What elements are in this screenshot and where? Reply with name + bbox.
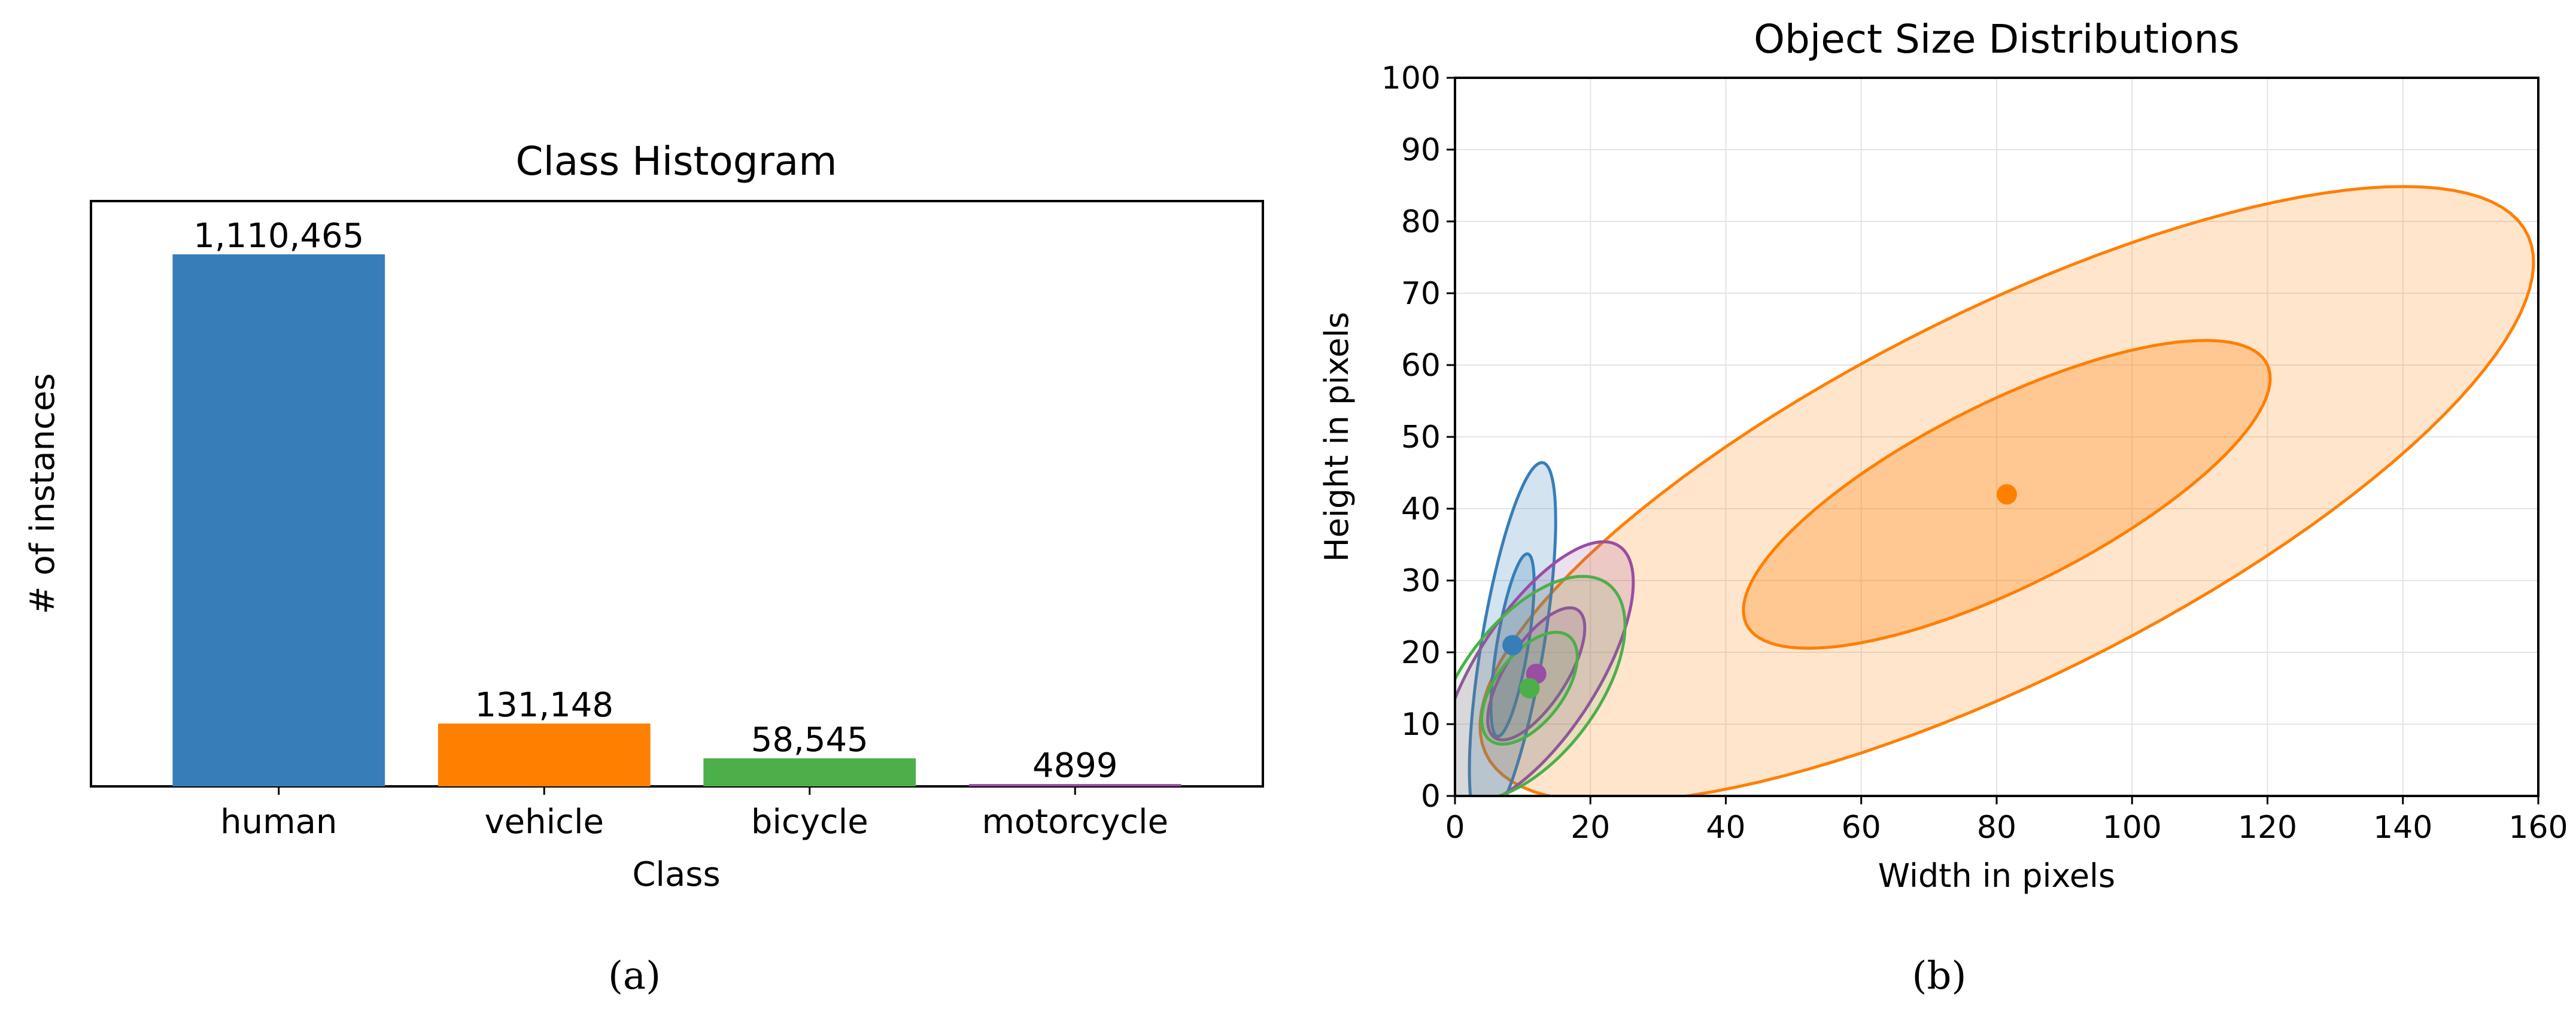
class-histogram-chart: Class Histogram 1,110,465 human 131,148 veh… — [23, 138, 1264, 894]
x-tick-label: 100 — [2103, 810, 2162, 846]
x-tick-label: 160 — [2508, 810, 2568, 846]
x-tick-label: 120 — [2238, 810, 2297, 846]
bar-motorcycle — [968, 784, 1181, 787]
y-tick-label: 40 — [1401, 491, 1441, 527]
histogram-xlabel: Class — [632, 855, 720, 894]
y-tick-label: 100 — [1381, 60, 1441, 96]
y-tick-label: 90 — [1401, 132, 1441, 168]
vehicle-mean-point — [1996, 484, 2017, 505]
bar-value-label: 4899 — [1032, 746, 1118, 785]
y-tick-label: 50 — [1401, 420, 1441, 455]
human-mean-point — [1502, 635, 1523, 655]
y-tick-label: 10 — [1401, 707, 1441, 743]
object-size-chart: Object Size Distributions 0 20 40 60 80 100 12… — [1318, 16, 2568, 895]
bar-value-label: 131,148 — [475, 686, 613, 725]
x-tick-label: 140 — [2373, 810, 2432, 846]
y-tick-label: 20 — [1401, 635, 1441, 671]
size-chart-xlabel: Width in pixels — [1878, 857, 2115, 895]
histogram-title: Class Histogram — [516, 138, 837, 184]
bar-bicycle — [703, 758, 916, 786]
y-tick-label: 70 — [1401, 276, 1441, 312]
histogram-ylabel: # of instances — [23, 373, 62, 615]
x-tick-label: human — [220, 803, 337, 841]
bar-human — [172, 254, 385, 786]
size-chart-ylabel: Height in pixels — [1318, 312, 1356, 562]
x-tick-label: 40 — [1706, 810, 1745, 846]
y-tick-label: 80 — [1401, 204, 1441, 240]
x-tick-label: 80 — [1977, 810, 2016, 846]
human-ellipse-2 — [1468, 461, 1557, 796]
x-tick-label: 60 — [1842, 810, 1881, 846]
bar-value-label: 1,110,465 — [193, 217, 364, 256]
bar-value-label: 58,545 — [751, 721, 868, 759]
bicycle-ellipse-2 — [1455, 575, 1627, 796]
y-tick-label: 60 — [1401, 348, 1441, 384]
x-tick-label: bicycle — [751, 803, 868, 841]
y-tick-label: 0 — [1421, 779, 1441, 815]
histogram-plot-frame — [90, 200, 1264, 788]
x-tick-label: 20 — [1570, 810, 1610, 846]
x-tick-label: vehicle — [485, 803, 604, 841]
x-tick-label: 0 — [1445, 810, 1465, 846]
x-tick-label: motorcycle — [982, 803, 1168, 841]
bicycle-mean-point — [1519, 678, 1540, 698]
y-tick-label: 30 — [1401, 563, 1441, 599]
size-chart-title: Object Size Distributions — [1754, 16, 2240, 62]
bar-vehicle — [438, 724, 651, 786]
caption-b: (b) — [1912, 954, 1967, 998]
caption-a: (a) — [608, 954, 661, 998]
